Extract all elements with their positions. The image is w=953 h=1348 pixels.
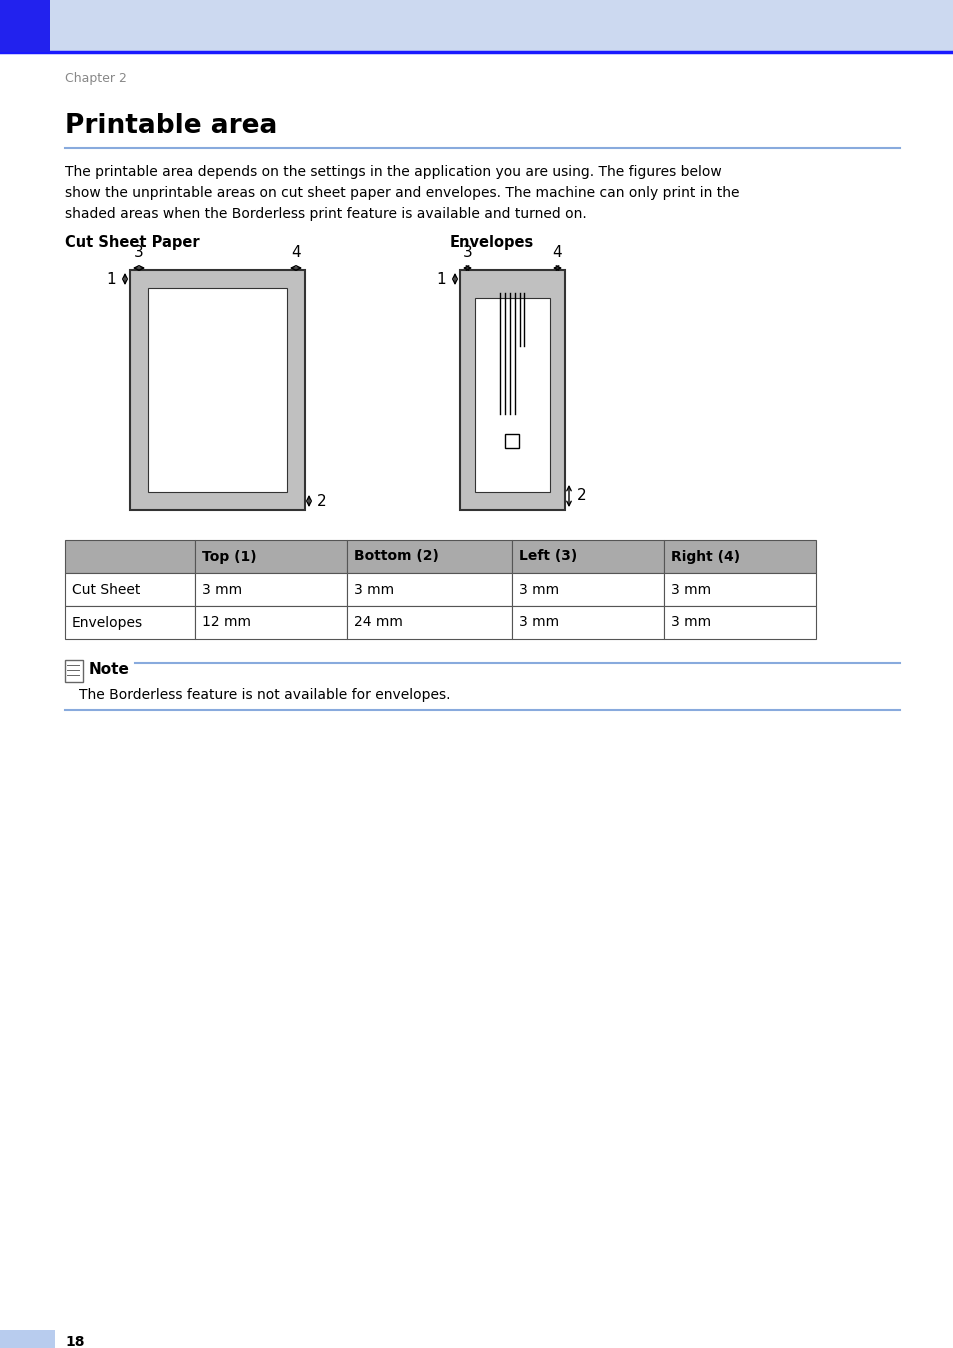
Text: 1: 1 — [107, 271, 116, 287]
Text: Left (3): Left (3) — [518, 550, 577, 563]
Bar — [194, 541, 347, 573]
Bar — [194, 573, 347, 607]
Text: 1: 1 — [436, 271, 446, 287]
Text: 3 mm: 3 mm — [518, 616, 558, 630]
Text: 4: 4 — [552, 245, 561, 260]
Bar — [65, 541, 194, 573]
Bar — [663, 607, 815, 639]
Bar — [512, 541, 663, 573]
Bar — [0, 1330, 55, 1348]
Text: 24 mm: 24 mm — [354, 616, 402, 630]
Bar — [347, 607, 512, 639]
Bar — [0, 0, 50, 53]
Text: 3 mm: 3 mm — [670, 582, 710, 597]
Bar — [512, 573, 663, 607]
Bar — [0, 0, 953, 53]
Text: Envelopes: Envelopes — [71, 616, 143, 630]
Text: The Borderless feature is not available for envelopes.: The Borderless feature is not available … — [79, 687, 450, 702]
Text: 3: 3 — [134, 245, 144, 260]
Bar — [347, 573, 512, 607]
Text: Bottom (2): Bottom (2) — [354, 550, 438, 563]
Bar — [663, 573, 815, 607]
Text: 3: 3 — [462, 245, 472, 260]
Bar — [663, 541, 815, 573]
Text: Printable area: Printable area — [65, 113, 277, 139]
Bar — [512, 607, 663, 639]
Text: shaded areas when the Borderless print feature is available and turned on.: shaded areas when the Borderless print f… — [65, 208, 586, 221]
Bar — [459, 270, 564, 510]
Text: 3 mm: 3 mm — [354, 582, 394, 597]
Text: 3 mm: 3 mm — [670, 616, 710, 630]
Text: Right (4): Right (4) — [670, 550, 740, 563]
Text: 12 mm: 12 mm — [202, 616, 251, 630]
Text: Top (1): Top (1) — [202, 550, 256, 563]
Text: Envelopes: Envelopes — [450, 235, 534, 249]
Text: Note: Note — [89, 662, 130, 677]
Text: Cut Sheet Paper: Cut Sheet Paper — [65, 235, 199, 249]
Text: 3 mm: 3 mm — [518, 582, 558, 597]
Text: Chapter 2: Chapter 2 — [65, 71, 127, 85]
Text: 18: 18 — [65, 1335, 85, 1348]
Text: The printable area depends on the settings in the application you are using. The: The printable area depends on the settin… — [65, 164, 721, 179]
Bar — [148, 288, 287, 492]
Bar — [475, 298, 550, 492]
Bar — [194, 607, 347, 639]
Bar — [65, 573, 194, 607]
Text: Cut Sheet: Cut Sheet — [71, 582, 140, 597]
Bar — [130, 270, 305, 510]
Text: show the unprintable areas on cut sheet paper and envelopes. The machine can onl: show the unprintable areas on cut sheet … — [65, 186, 739, 200]
Text: 3 mm: 3 mm — [202, 582, 242, 597]
Text: 4: 4 — [291, 245, 300, 260]
Bar — [65, 607, 194, 639]
Text: 2: 2 — [316, 493, 326, 508]
Bar — [347, 541, 512, 573]
Text: 2: 2 — [577, 488, 586, 504]
Bar — [65, 661, 83, 682]
Bar — [505, 434, 519, 448]
